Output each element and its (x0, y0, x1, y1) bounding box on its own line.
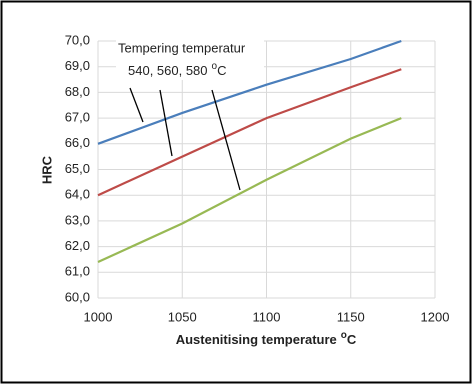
data-line (97, 117, 402, 264)
x-tick-label: 1050 (168, 309, 197, 324)
data-line (97, 39, 402, 145)
annotation-leader (129, 87, 144, 123)
y-tick-label: 61,0 (65, 264, 90, 279)
data-line (97, 68, 402, 197)
annotation-leader (211, 89, 241, 191)
x-axis-label-unit: C (347, 332, 357, 347)
y-tick-label: 65,0 (65, 161, 90, 176)
annotation-leader (159, 89, 173, 157)
annotation-degree: o (212, 61, 218, 72)
annotation-unit: C (217, 63, 226, 78)
x-tick-label: 1100 (253, 309, 281, 324)
y-tick-label: 70,0 (65, 32, 90, 47)
x-tick-label: 1000 (84, 309, 113, 324)
y-tick-label: 67,0 (65, 110, 90, 125)
y-tick-label: 60,0 (65, 289, 90, 304)
grid: 60,0 61,0 62,0 63,0 64,0 65,0 66,0 67,0 68,0 69,0… (65, 32, 450, 324)
annotation-text: 540, 560, 580 (128, 63, 208, 78)
annotation: Tempering temperatur (118, 40, 246, 55)
x-axis-label-degree: o (341, 330, 347, 341)
y-axis-label: HRC (39, 155, 54, 184)
y-tick-label: 62,0 (65, 238, 90, 253)
x-tick-label: 1200 (421, 309, 450, 324)
annotation: 540, 560, 580 oC (128, 61, 226, 79)
y-tick-label: 64,0 (65, 187, 90, 202)
x-axis-label-text: Austenitising temperature (176, 332, 337, 347)
y-tick-label: 63,0 (65, 212, 90, 227)
lines (97, 39, 402, 264)
x-axis-label: Austenitising temperature oC (176, 330, 357, 348)
y-tick-label: 66,0 (65, 135, 90, 150)
y-tick-label: 68,0 (65, 84, 90, 99)
annotation-background (116, 40, 264, 80)
y-tick-label: 69,0 (65, 58, 90, 73)
x-tick-label: 1150 (337, 309, 365, 324)
